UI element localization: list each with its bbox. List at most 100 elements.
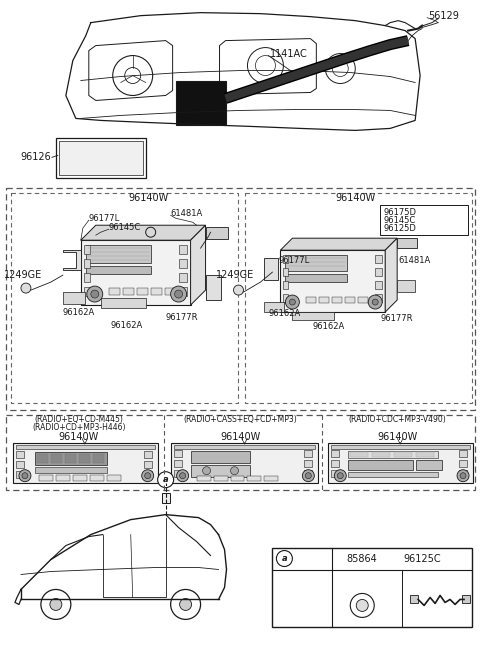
Polygon shape: [81, 225, 205, 240]
Bar: [462, 596, 470, 604]
Circle shape: [170, 286, 187, 302]
Circle shape: [87, 286, 103, 302]
Bar: [375, 281, 382, 289]
Bar: [144, 451, 152, 458]
Text: a: a: [163, 475, 168, 484]
Bar: [144, 471, 152, 478]
Circle shape: [180, 473, 186, 479]
Bar: [101, 298, 146, 308]
Text: 96177R: 96177R: [166, 312, 198, 321]
Bar: [264, 258, 278, 280]
Bar: [332, 297, 342, 303]
Text: 96162A: 96162A: [268, 308, 300, 318]
Text: 96175D: 96175D: [383, 208, 416, 216]
Circle shape: [233, 285, 243, 295]
Text: 96125C: 96125C: [403, 554, 441, 564]
Bar: [179, 273, 187, 282]
Circle shape: [302, 470, 314, 482]
Text: 96126: 96126: [20, 152, 51, 162]
Polygon shape: [385, 238, 397, 312]
Bar: [176, 81, 226, 125]
Bar: [165, 288, 176, 295]
Bar: [144, 461, 152, 468]
Text: 96162A: 96162A: [312, 321, 345, 331]
Circle shape: [175, 290, 182, 298]
Bar: [63, 292, 85, 304]
Text: (RADIO+CD+MP3-H446): (RADIO+CD+MP3-H446): [32, 423, 126, 432]
Bar: [348, 472, 438, 477]
Bar: [304, 460, 312, 466]
Circle shape: [170, 590, 201, 619]
Bar: [286, 274, 347, 282]
Bar: [380, 205, 468, 236]
Bar: [162, 493, 169, 502]
Bar: [375, 294, 382, 302]
Bar: [16, 445, 155, 449]
Bar: [6, 415, 475, 489]
Bar: [39, 475, 53, 481]
Text: 96140W: 96140W: [129, 194, 169, 203]
Circle shape: [144, 473, 151, 479]
Bar: [350, 452, 368, 457]
Bar: [345, 297, 355, 303]
Text: 96140W: 96140W: [59, 432, 99, 441]
Bar: [6, 188, 475, 410]
Circle shape: [157, 472, 174, 487]
Bar: [179, 287, 187, 296]
Bar: [35, 466, 107, 473]
Text: 96125D: 96125D: [383, 224, 416, 233]
Bar: [286, 255, 347, 271]
Bar: [304, 450, 312, 457]
Bar: [107, 475, 121, 481]
Bar: [375, 268, 382, 276]
Circle shape: [289, 299, 295, 305]
Bar: [84, 245, 90, 254]
Circle shape: [41, 590, 71, 619]
Bar: [328, 443, 473, 483]
Bar: [174, 460, 181, 466]
Bar: [56, 138, 146, 178]
Bar: [459, 470, 467, 477]
Bar: [264, 302, 285, 312]
Bar: [283, 281, 288, 289]
Bar: [304, 470, 312, 477]
Circle shape: [177, 470, 189, 482]
Circle shape: [230, 466, 239, 475]
Bar: [179, 245, 187, 254]
Text: 61481A: 61481A: [170, 209, 203, 218]
Bar: [86, 245, 151, 263]
Bar: [283, 294, 288, 302]
Bar: [214, 476, 228, 481]
Circle shape: [337, 473, 343, 479]
Text: 96162A: 96162A: [111, 321, 143, 329]
Bar: [35, 452, 107, 464]
Text: 1249GE: 1249GE: [216, 270, 254, 280]
Bar: [319, 297, 329, 303]
Bar: [230, 476, 244, 481]
Bar: [197, 476, 211, 481]
Bar: [331, 460, 339, 466]
Bar: [109, 288, 120, 295]
Circle shape: [180, 598, 192, 611]
Circle shape: [460, 473, 466, 479]
Bar: [191, 451, 251, 462]
Bar: [375, 255, 382, 263]
Bar: [348, 460, 413, 470]
Bar: [81, 240, 191, 305]
Bar: [11, 194, 239, 403]
Text: 96162A: 96162A: [63, 308, 95, 317]
Text: (RADIO+CASS+EQ+CD+MP3): (RADIO+CASS+EQ+CD+MP3): [184, 415, 298, 424]
Bar: [174, 470, 181, 477]
Circle shape: [276, 550, 292, 567]
Bar: [59, 142, 143, 175]
Bar: [37, 454, 48, 462]
Circle shape: [203, 466, 211, 475]
Circle shape: [356, 600, 368, 611]
Text: 96177L: 96177L: [89, 214, 120, 223]
Bar: [205, 227, 228, 239]
Circle shape: [19, 470, 31, 482]
Bar: [151, 288, 162, 295]
Bar: [283, 268, 288, 276]
Text: 56129: 56129: [428, 10, 459, 20]
Text: 96145C: 96145C: [383, 216, 416, 225]
